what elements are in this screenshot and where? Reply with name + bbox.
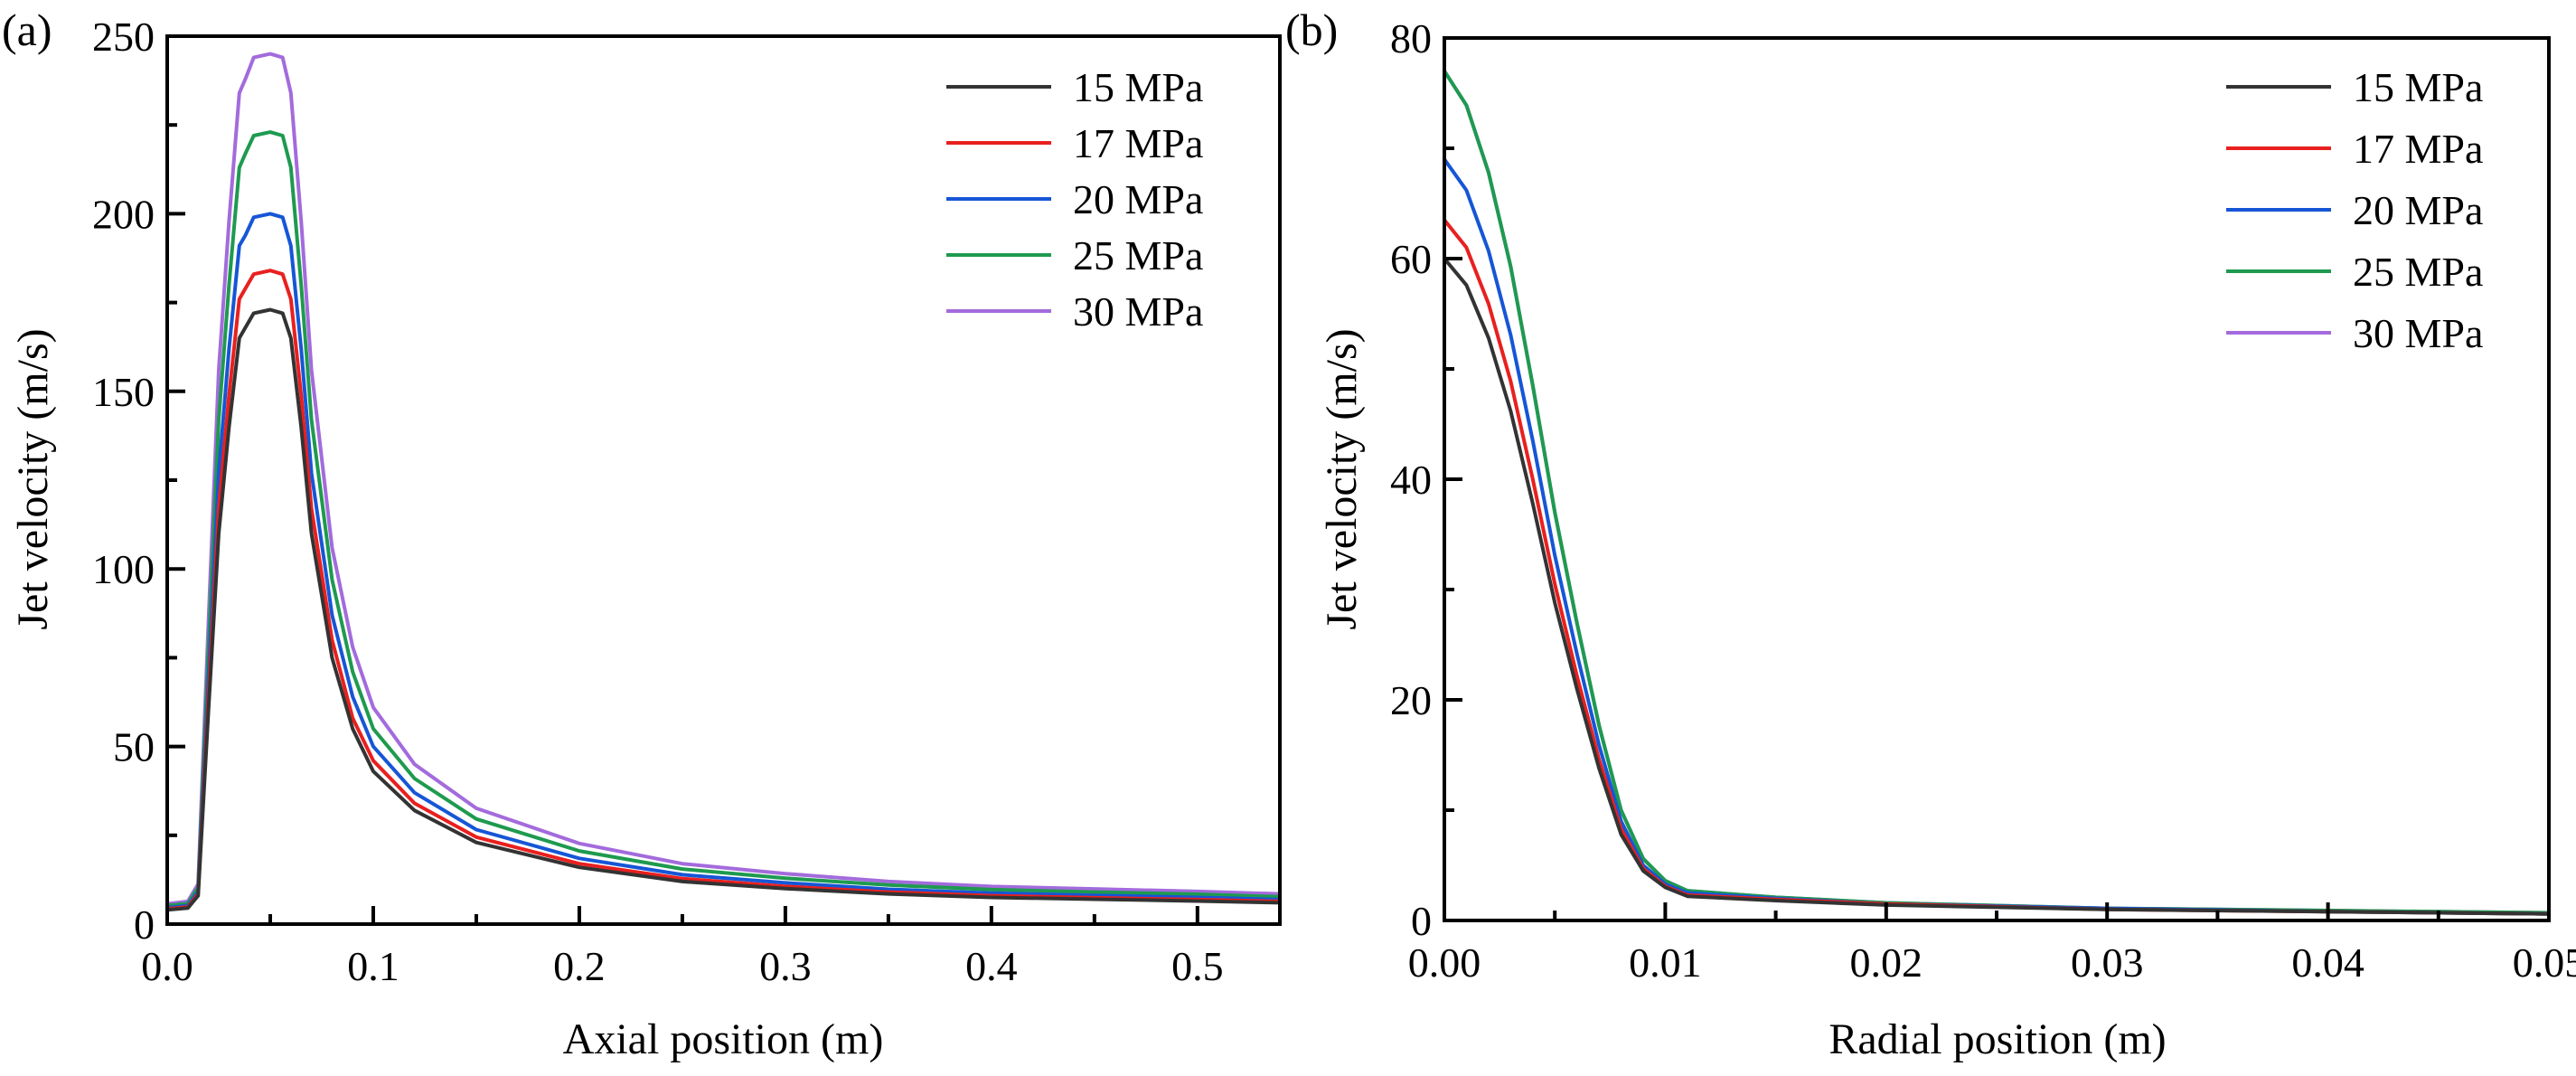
panel-a-legend-label: 17 MPa [1073, 120, 1203, 166]
panel-a-x-tick-label: 0.2 [553, 943, 606, 989]
panel-a-legend-label: 20 MPa [1073, 176, 1203, 222]
panel-b-legend-label: 15 MPa [2353, 64, 2483, 110]
panel-b-x-tick-label: 0.04 [2291, 939, 2364, 986]
panel-b-y-tick-label: 40 [1390, 457, 1432, 503]
panel-a-legend-label: 15 MPa [1073, 64, 1203, 110]
panel-a-axial-velocity-chart: (a) Axial position (m) Jet velocity (m/s… [2, 5, 1282, 1063]
panel-a-x-axis-title: Axial position (m) [563, 1015, 884, 1063]
panel-b-legend-label: 17 MPa [2353, 126, 2483, 172]
panel-a-y-tick-label: 150 [92, 369, 155, 415]
panel-a-series-line-20-mpa [166, 212, 1281, 910]
panel-a-plot-frame [165, 34, 1282, 926]
panel-b-legend: 15 MPa 17 MPa 20 MPa 25 MPa 30 MPa [2226, 64, 2483, 356]
panel-b-legend-label: 20 MPa [2353, 187, 2483, 233]
panel-b-legend-label: 30 MPa [2353, 310, 2483, 356]
panel-a-series-group [166, 52, 1281, 912]
panel-a-y-tick-label: 100 [92, 546, 155, 592]
panel-b-y-axis-title: Jet velocity (m/s) [1318, 328, 1366, 629]
panel-b-series-line-15-mpa [1443, 257, 2550, 916]
panel-a-series-line-17-mpa [166, 269, 1281, 911]
panel-b-radial-velocity-chart: (b) Radial position (m) Jet velocity (m/… [1285, 5, 2576, 1063]
panel-b-x-axis-title: Radial position (m) [1829, 1015, 2166, 1063]
panel-a-y-axis-title: Jet velocity (m/s) [9, 328, 57, 629]
panel-b-legend-label: 25 MPa [2353, 249, 2483, 295]
panel-a-legend: 15 MPa 17 MPa 20 MPa 25 MPa 30 MPa [946, 64, 1203, 335]
panel-b-x-tick-label: 0.00 [1408, 939, 1481, 986]
panel-a-label: (a) [2, 5, 52, 55]
panel-b-y-tick-label: 80 [1390, 15, 1432, 61]
panel-a-x-tick-label: 0.1 [347, 943, 400, 989]
panel-b-y-tick-label: 60 [1390, 236, 1432, 282]
panel-b-y-tick-label: 20 [1390, 677, 1432, 723]
panel-a-series-line-30-mpa [166, 52, 1281, 906]
panel-a-y-tick-label: 50 [113, 724, 155, 770]
panel-a-x-tick-label: 0.5 [1171, 943, 1224, 989]
panel-b-x-tick-label: 0.01 [1629, 939, 1702, 986]
panel-b-x-tick-label: 0.03 [2071, 939, 2144, 986]
panel-a-series-line-15-mpa [166, 307, 1281, 912]
panel-b-x-tick-label: 0.02 [1850, 939, 1923, 986]
panel-b-x-tick-label: 0.05 [2513, 939, 2576, 986]
panel-a-legend-label: 30 MPa [1073, 288, 1203, 335]
panel-a-y-tick-label: 200 [92, 191, 155, 237]
panel-a-x-tick-label: 0.3 [759, 943, 812, 989]
panel-b-label: (b) [1285, 5, 1338, 55]
panel-a-legend-label: 25 MPa [1073, 232, 1203, 278]
panel-a-x-tick-label: 0.4 [965, 943, 1018, 989]
panel-b-y-tick-label: 0 [1411, 898, 1432, 944]
panel-a-y-tick-label: 0 [134, 901, 155, 948]
panel-a-y-tick-label: 250 [92, 14, 155, 60]
panel-a-series-line-25-mpa [166, 130, 1281, 908]
panel-a-x-tick-label: 0.0 [141, 943, 193, 989]
panel-b-series-group [1443, 70, 2550, 916]
